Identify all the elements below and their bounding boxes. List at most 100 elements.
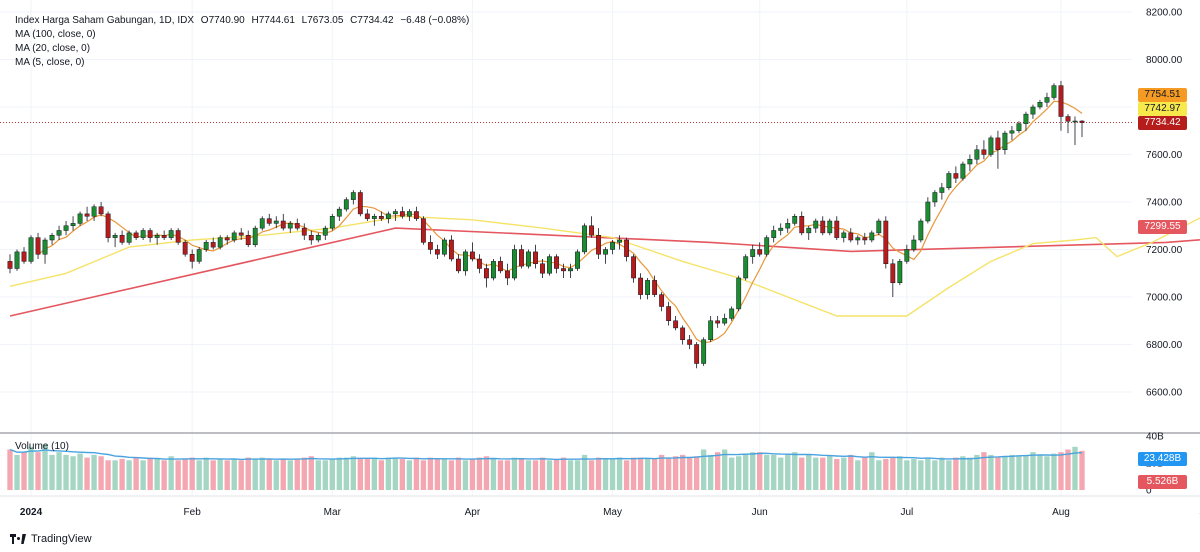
volume-bar xyxy=(778,457,784,490)
candle-body xyxy=(463,251,468,272)
candle-body xyxy=(1016,123,1022,131)
candle-body xyxy=(526,251,531,267)
ma100-price-tag: 7299.55 xyxy=(1138,220,1187,234)
volume-bar xyxy=(63,454,69,490)
volume-legend[interactable]: Volume (10) xyxy=(15,441,69,452)
candle-body xyxy=(280,220,286,229)
candle xyxy=(1058,80,1064,131)
candle xyxy=(904,244,910,264)
candle-body xyxy=(638,277,644,295)
candle xyxy=(217,235,223,250)
volume-bar xyxy=(413,457,420,490)
time-tick-label: Feb xyxy=(184,507,202,518)
candle xyxy=(995,130,1001,169)
candle xyxy=(1079,120,1085,138)
candle-body xyxy=(981,149,987,155)
volume-bar xyxy=(238,460,244,490)
volume-bar xyxy=(1072,446,1078,490)
volume-bar xyxy=(35,452,41,490)
high-label: H xyxy=(251,15,259,26)
volume-bar xyxy=(560,457,567,490)
chart-legend: Index Harga Saham Gabungan, 1D, IDX O774… xyxy=(15,14,469,70)
candle xyxy=(1072,116,1078,145)
volume-bar xyxy=(918,460,924,490)
volume-bar xyxy=(427,457,434,490)
candle xyxy=(470,242,475,262)
candle-body xyxy=(666,306,672,321)
candle-body xyxy=(722,318,728,324)
candle xyxy=(245,230,251,248)
candle xyxy=(28,235,34,264)
tradingview-brand[interactable]: TradingView xyxy=(10,533,92,545)
candle xyxy=(112,232,118,248)
candle-body xyxy=(217,237,223,248)
candle xyxy=(266,213,272,226)
volume-bar xyxy=(539,457,546,490)
candle-body xyxy=(659,294,665,307)
volume-bar xyxy=(266,458,272,490)
ma5-legend[interactable]: MA (5, close, 0) xyxy=(15,57,85,68)
volume-bar xyxy=(525,460,532,490)
candle-body xyxy=(413,211,419,219)
volume-bar xyxy=(729,457,735,490)
volume-tick-label: 0 xyxy=(1146,486,1152,497)
volume-bar xyxy=(665,457,672,490)
candle xyxy=(652,275,658,297)
candle-body xyxy=(1044,97,1050,103)
volume-bar xyxy=(469,458,476,490)
candle xyxy=(554,254,559,274)
candle-body xyxy=(701,339,707,364)
candle-body xyxy=(364,213,370,219)
candle-body xyxy=(484,268,489,279)
candle xyxy=(301,223,307,240)
candle-body xyxy=(687,339,693,345)
candle xyxy=(441,237,447,257)
candle xyxy=(869,230,875,243)
price-axis[interactable]: 8200.008000.007800.007600.007400.007200.… xyxy=(1146,8,1183,399)
candle xyxy=(119,230,125,245)
candle-body xyxy=(112,235,118,238)
candle-body xyxy=(126,232,132,243)
volume-bar xyxy=(189,457,195,490)
candle-body xyxy=(140,230,146,238)
volume-bar xyxy=(126,460,132,490)
candle xyxy=(757,242,763,257)
candle-body xyxy=(834,220,840,238)
candle xyxy=(147,228,153,243)
candle xyxy=(918,218,924,243)
ma100-legend[interactable]: MA (100, close, 0) xyxy=(15,29,96,40)
candle xyxy=(1009,126,1015,141)
candle xyxy=(463,249,468,276)
candle-body xyxy=(715,320,721,324)
candle xyxy=(63,221,69,236)
ma20-legend[interactable]: MA (20, close, 0) xyxy=(15,43,91,54)
candle-body xyxy=(960,163,966,179)
low-label: L xyxy=(301,15,308,26)
volume-bar xyxy=(504,460,511,490)
candle-body xyxy=(315,235,321,241)
volume-bar xyxy=(799,457,805,490)
volume-bar xyxy=(700,449,707,490)
candle xyxy=(533,244,538,269)
symbol-name: Index Harga Saham Gabungan, 1D, IDX xyxy=(15,15,194,26)
volume-bar xyxy=(714,452,721,490)
candle-body xyxy=(729,308,735,319)
candle-body xyxy=(778,227,784,231)
candle-body xyxy=(392,211,398,215)
volume-bar xyxy=(196,460,202,490)
volume-ma-line xyxy=(9,448,1083,461)
candle xyxy=(561,263,566,278)
candle-body xyxy=(988,137,994,155)
volume-bar xyxy=(406,460,413,490)
candle xyxy=(182,240,188,257)
candle-body xyxy=(427,242,433,250)
candle-body xyxy=(63,225,69,231)
candle-body xyxy=(876,220,882,234)
volume-bar xyxy=(273,460,279,490)
volume-bar xyxy=(637,457,644,490)
candle-body xyxy=(14,251,20,269)
candle-body xyxy=(147,230,153,238)
candle-body xyxy=(252,227,258,245)
time-axis[interactable]: 2024FebMarAprMayJunJulAugSepOct xyxy=(20,507,1200,518)
